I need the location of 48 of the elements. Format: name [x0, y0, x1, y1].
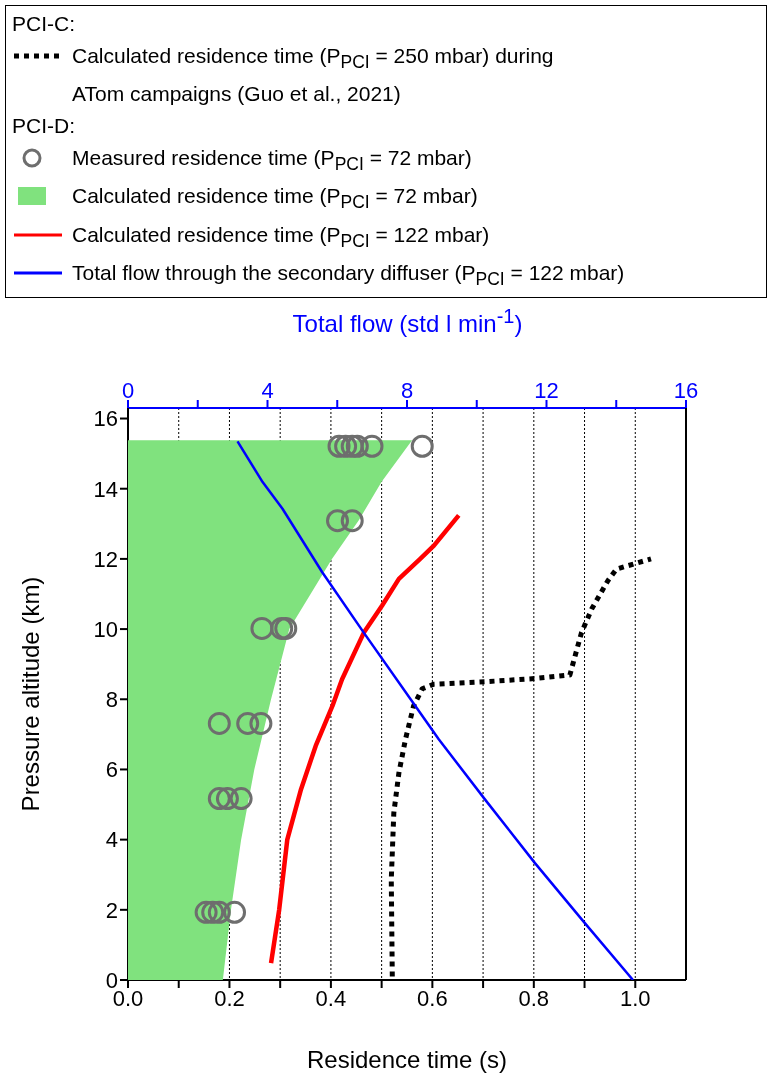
- point: [327, 434, 351, 458]
- x-tick-label: 0.8: [518, 985, 550, 1011]
- x-tick-label: 0.6: [417, 985, 448, 1011]
- point: [207, 711, 231, 735]
- legend-label: Calculated residence time (P$_{PCI}$ = 122 mbar): [72, 221, 490, 253]
- y-tick-label: 4: [105, 827, 118, 853]
- x-axis-title: Residence time (s): [306, 1046, 508, 1073]
- x2-tick-label: 12: [534, 378, 559, 403]
- point: [249, 711, 273, 735]
- y-tick-label: 16: [93, 406, 118, 432]
- point: [223, 900, 247, 924]
- point: [340, 434, 364, 458]
- point: [194, 900, 218, 924]
- y-axis-title: Pressure altitude (km): [16, 576, 44, 812]
- y-tick-label: 6: [105, 757, 118, 783]
- x2-tick-label: 16: [673, 378, 699, 403]
- x-tick-label: 0.4: [315, 985, 347, 1011]
- text: PCI-C:: [12, 11, 76, 37]
- legend-label: Total flow through the secondary diffuser (P$_{PCI}$ = 122 mbar): [72, 259, 625, 291]
- x-tick-label: 0.2: [214, 985, 245, 1011]
- point: [236, 711, 260, 735]
- line-series: [268, 513, 461, 966]
- point: [340, 509, 364, 533]
- x2-tick-label: 4: [261, 378, 274, 403]
- point: [410, 434, 434, 458]
- y-tick-label: 12: [93, 546, 118, 572]
- x2-tick-label: 8: [400, 378, 414, 403]
- y-tick-label: 10: [93, 616, 118, 642]
- point: [360, 434, 384, 458]
- point: [250, 616, 274, 640]
- point: [345, 434, 369, 458]
- point: [215, 787, 239, 811]
- point: [207, 787, 231, 811]
- legend-label: Measured residence time (P$_{PCI}$ = 72 mbar): [72, 145, 472, 177]
- legend-label: Calculated residence time (P$_{PCI}$ = 250 mbar) during ATom campaigns (Guo et al., 2021): [72, 43, 555, 108]
- point: [201, 900, 225, 924]
- text: PCI-D:: [12, 113, 76, 140]
- legend-label: Calculated residence time (P$_{PCI}$ = 72 mbar): [72, 183, 478, 215]
- x2-tick-label: 0: [121, 378, 135, 403]
- y-tick-label: 2: [105, 897, 118, 923]
- x-tick-label: 1.0: [619, 985, 651, 1011]
- point: [326, 509, 349, 533]
- point: [229, 787, 253, 811]
- y-tick-label: 8: [105, 687, 118, 713]
- y-tick-label: 14: [93, 476, 118, 502]
- point: [207, 900, 231, 924]
- point: [334, 434, 358, 458]
- x2-axis-title: Total flow (std l min$^{-1}$): [291, 305, 524, 338]
